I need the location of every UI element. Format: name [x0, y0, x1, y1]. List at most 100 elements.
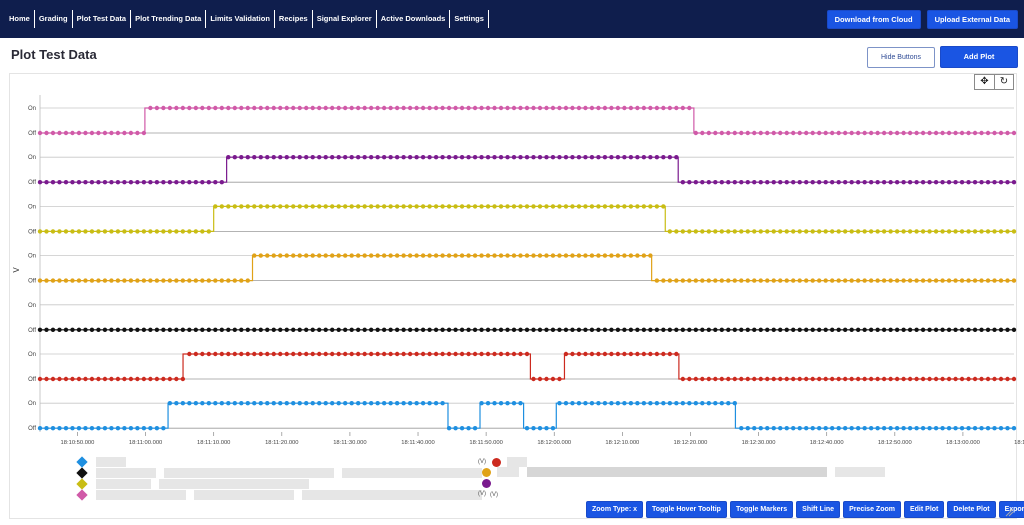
legend-label-redacted [96, 468, 156, 478]
data-point [148, 426, 153, 431]
data-point [232, 327, 237, 332]
data-point [927, 376, 932, 382]
data-point [349, 401, 354, 406]
data-point [765, 130, 770, 136]
data-point [206, 401, 212, 406]
export-button[interactable]: Export [998, 501, 1024, 518]
data-point [836, 278, 841, 283]
data-point [842, 180, 848, 185]
delete-plot-button[interactable]: Delete Plot [947, 501, 996, 518]
data-point [472, 155, 478, 160]
download-from-cloud-button[interactable]: Download from Cloud [826, 10, 921, 29]
data-point [1011, 426, 1017, 431]
data-point [940, 130, 945, 136]
nav-home[interactable]: Home [0, 10, 35, 28]
data-point [810, 376, 815, 382]
data-point [83, 278, 88, 283]
toggle-markers-button[interactable]: Toggle Markers [729, 501, 794, 518]
data-point [674, 105, 679, 111]
resize-handle-icon[interactable] [1004, 507, 1014, 517]
data-point [57, 229, 62, 234]
data-point [615, 401, 621, 406]
data-point [868, 229, 874, 234]
data-point [206, 351, 212, 357]
legend-item[interactable] [76, 467, 490, 479]
data-point [946, 229, 952, 234]
data-point [174, 105, 179, 111]
data-point [349, 253, 354, 258]
shift-line-button[interactable]: Shift Line [796, 501, 841, 518]
nav-grading[interactable]: Grading [35, 10, 73, 28]
edit-plot-button[interactable]: Edit Plot [903, 501, 945, 518]
data-point [901, 180, 906, 185]
add-plot-button[interactable]: Add Plot [940, 46, 1018, 68]
data-point [128, 278, 134, 283]
data-point [752, 376, 757, 382]
data-point [940, 426, 945, 431]
data-point [602, 351, 608, 357]
data-point [641, 327, 647, 332]
data-point [641, 351, 647, 357]
data-point [829, 130, 835, 136]
data-point [252, 105, 257, 111]
data-point [687, 327, 692, 332]
data-point [784, 229, 789, 234]
nav-settings[interactable]: Settings [450, 10, 489, 28]
nav-plot-test-data[interactable]: Plot Test Data [73, 10, 132, 28]
legend-item[interactable]: (V) [478, 457, 535, 467]
move-icon[interactable]: ✥ [980, 76, 989, 87]
legend-item[interactable] [482, 467, 893, 477]
data-point [291, 105, 296, 111]
legend-item[interactable]: (V) [76, 489, 504, 501]
nav-plot-trending-data[interactable]: Plot Trending Data [131, 10, 207, 28]
data-point [193, 401, 199, 406]
data-point [167, 401, 173, 406]
data-point [115, 327, 121, 332]
data-point [96, 426, 101, 431]
toggle-hover-tooltip-button[interactable]: Toggle Hover Tooltip [645, 501, 727, 518]
data-point [881, 278, 887, 283]
data-point [583, 204, 588, 209]
nav-signal-explorer[interactable]: Signal Explorer [313, 10, 377, 28]
data-point [706, 401, 712, 406]
zoom-type-button[interactable]: Zoom Type: x [586, 501, 643, 518]
data-point [362, 155, 367, 160]
nav-active-downloads[interactable]: Active Downloads [377, 10, 451, 28]
data-point [920, 426, 926, 431]
data-point [1005, 180, 1010, 185]
data-point [472, 253, 478, 258]
legend-item[interactable] [76, 456, 134, 468]
data-point [635, 253, 640, 258]
data-point [842, 130, 848, 136]
legend-item[interactable] [76, 478, 317, 490]
data-point [258, 204, 263, 209]
data-point [420, 351, 426, 357]
data-point [479, 327, 484, 332]
data-point [674, 327, 679, 332]
nav-limits-validation[interactable]: Limits Validation [206, 10, 275, 28]
data-point [96, 278, 101, 283]
legend-item[interactable] [482, 478, 497, 488]
data-point [109, 229, 114, 234]
data-point [44, 327, 49, 332]
hide-buttons-button[interactable]: Hide Buttons [867, 47, 935, 68]
data-point [330, 327, 335, 332]
y-axis-label: V [12, 267, 21, 273]
legend-item[interactable]: (V) [478, 489, 492, 499]
data-point [323, 105, 328, 111]
reset-icon[interactable]: ↻ [994, 75, 1013, 89]
nav-recipes[interactable]: Recipes [275, 10, 313, 28]
precise-zoom-button[interactable]: Precise Zoom [843, 501, 901, 518]
data-point [50, 130, 56, 136]
data-point [862, 278, 867, 283]
data-point [317, 253, 322, 258]
data-point [154, 105, 160, 111]
data-point [765, 229, 770, 234]
data-point [778, 376, 783, 382]
upload-external-data-button[interactable]: Upload External Data [926, 10, 1018, 29]
data-point [888, 376, 893, 382]
data-point [381, 155, 387, 160]
data-point [823, 278, 828, 283]
data-point [784, 180, 789, 185]
